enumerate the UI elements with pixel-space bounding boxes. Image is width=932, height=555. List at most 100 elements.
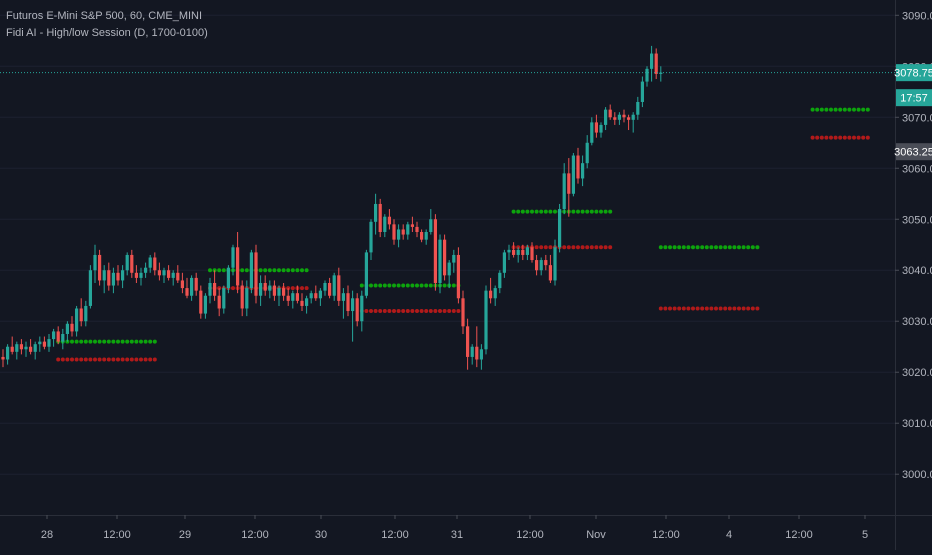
candle-body xyxy=(622,114,626,118)
session-low-dot xyxy=(658,306,663,311)
session-low-dot xyxy=(829,135,833,140)
candle-body xyxy=(65,323,69,334)
session-high-dot xyxy=(599,209,603,214)
session-low-dot xyxy=(663,306,668,311)
x-tick-label: 4 xyxy=(726,529,732,541)
candle-body xyxy=(176,272,180,281)
session-low-dot xyxy=(447,309,452,314)
y-tick-label: 3040.00 xyxy=(902,265,932,277)
session-low-dot xyxy=(852,135,856,140)
session-high-dot xyxy=(530,209,534,214)
session-low-dot xyxy=(369,309,373,314)
session-high-dot xyxy=(129,339,134,344)
session-high-dot xyxy=(704,245,709,250)
candle-body xyxy=(139,272,143,278)
candle-body xyxy=(433,219,437,283)
candle-body xyxy=(332,275,336,296)
candle-body xyxy=(185,288,189,296)
session-low-dot xyxy=(594,245,599,250)
x-tick-label: 12:00 xyxy=(103,529,131,541)
session-low-dot xyxy=(456,309,461,314)
session-low-dot xyxy=(88,357,93,362)
candle-body xyxy=(318,290,322,299)
x-tick-label: 28 xyxy=(41,529,53,541)
candle-body xyxy=(456,254,460,299)
candle-body xyxy=(24,346,28,350)
session-low-dot xyxy=(741,306,746,311)
session-high-dot xyxy=(732,245,737,250)
session-high-dot xyxy=(576,209,580,214)
candle-body xyxy=(502,252,506,273)
session-low-dot xyxy=(290,286,295,291)
session-high-dot xyxy=(543,209,548,214)
candle-body xyxy=(415,226,419,233)
session-high-dot xyxy=(295,268,300,273)
session-high-dot xyxy=(106,339,111,344)
y-tick-label: 3050.00 xyxy=(902,214,932,226)
session-high-dot xyxy=(539,209,544,214)
candle-body xyxy=(406,224,410,235)
candle-body xyxy=(548,265,552,281)
session-low-dot xyxy=(378,309,383,314)
countdown-tag: 17:57 xyxy=(900,93,928,105)
candle-body xyxy=(203,295,207,314)
session-low-dot xyxy=(111,357,116,362)
candle-body xyxy=(102,270,106,281)
session-high-dot xyxy=(534,209,539,214)
session-high-dot xyxy=(516,209,521,214)
candle-body xyxy=(153,257,157,271)
session-low-dot xyxy=(838,135,843,140)
candle-body xyxy=(144,267,148,273)
candle-body xyxy=(130,254,134,273)
candle-body xyxy=(208,282,212,296)
session-low-dot xyxy=(833,135,838,140)
y-tick-label: 3030.00 xyxy=(902,316,932,328)
candle-body xyxy=(608,109,612,118)
session-high-dot xyxy=(240,268,245,273)
session-high-dot xyxy=(221,268,226,273)
session-high-dot xyxy=(603,209,608,214)
candle-body xyxy=(535,260,539,271)
candle-body xyxy=(470,346,474,357)
candle-body xyxy=(360,295,364,322)
candle-body xyxy=(562,173,566,210)
session-high-dot xyxy=(111,339,116,344)
candle-body xyxy=(300,300,304,306)
session-high-dot xyxy=(714,245,718,250)
chart-legend: Futuros E-Mini S&P 500, 60, CME_MINI Fid… xyxy=(6,8,208,42)
session-high-dot xyxy=(451,283,456,288)
session-low-dot xyxy=(401,309,406,314)
session-high-dot xyxy=(70,339,74,344)
candle-body xyxy=(33,344,37,352)
session-high-dot xyxy=(585,209,590,214)
session-low-dot xyxy=(419,309,424,314)
session-low-dot xyxy=(79,357,84,362)
candle-body xyxy=(295,293,299,301)
candle-body xyxy=(167,270,171,278)
candle-body xyxy=(42,341,46,347)
marker-price-tag: 3063.25 xyxy=(894,147,932,159)
candle-body xyxy=(640,81,644,102)
session-low-dot xyxy=(129,357,134,362)
session-low-dot xyxy=(106,357,111,362)
session-high-dot xyxy=(277,268,281,273)
session-low-dot xyxy=(539,245,544,250)
session-low-dot xyxy=(599,245,603,250)
candle-body xyxy=(346,293,350,312)
candle-body xyxy=(52,331,56,340)
session-high-dot xyxy=(727,245,732,250)
session-low-dot xyxy=(102,357,107,362)
session-low-dot xyxy=(847,135,852,140)
session-high-dot xyxy=(387,283,392,288)
session-high-dot xyxy=(83,339,88,344)
session-high-dot xyxy=(428,283,433,288)
session-high-dot xyxy=(304,268,309,273)
candle-body xyxy=(479,349,483,360)
session-high-dot xyxy=(709,245,714,250)
session-high-dot xyxy=(668,245,672,250)
x-tick-label: Nov xyxy=(586,529,606,541)
session-low-dot xyxy=(714,306,718,311)
session-low-dot xyxy=(231,286,235,291)
